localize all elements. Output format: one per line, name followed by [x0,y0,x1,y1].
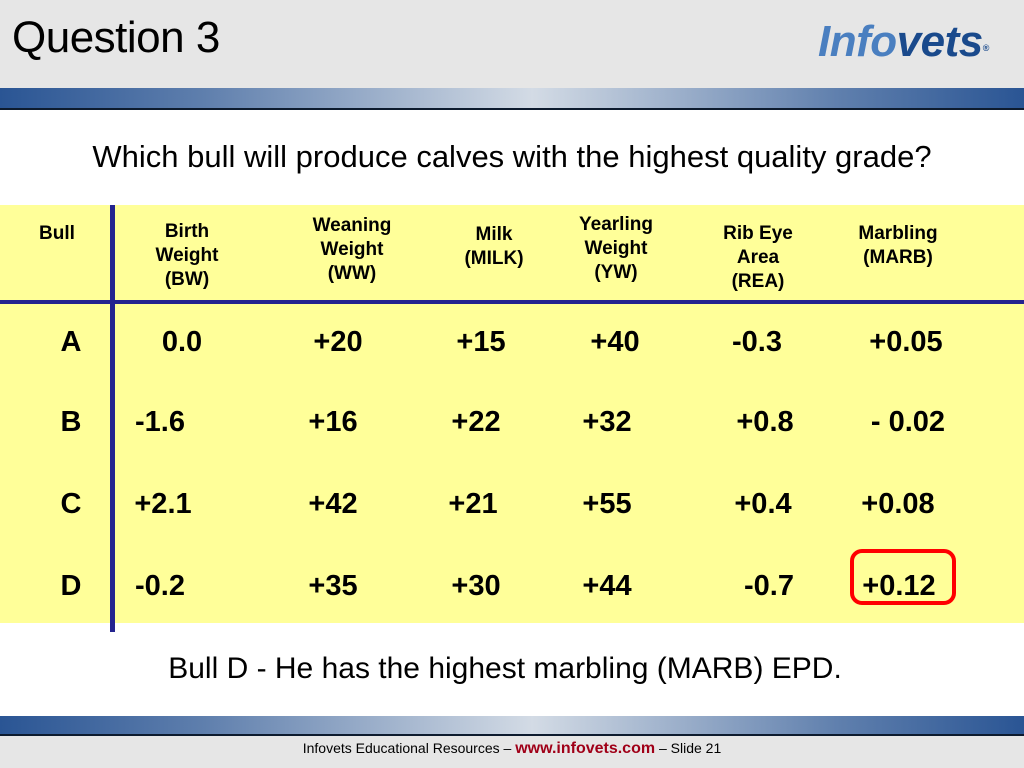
slide-header: Question 3 Infovets® [0,0,1024,88]
col-header-ww: Weaning Weight (WW) [312,215,392,284]
cell-d-rea: -0.7 [744,570,794,602]
col-header-milk: Milk (MILK) [464,224,524,269]
highlight-circle [850,549,956,605]
cell-d-marb: +0.12 [862,570,936,602]
answer-text: Bull D - He has the highest marbling (MA… [168,652,842,685]
cell-b-marb: - 0.02 [870,406,946,438]
slide-title: Question 3 [12,13,220,62]
slide-footer: Infovets Educational Resources – www.inf… [0,736,1024,768]
row-label-b: B [60,406,82,438]
row-label-c: C [60,488,82,520]
cell-c-ww: +42 [308,488,358,520]
cell-d-bw: -0.2 [135,570,185,602]
footer-band [0,716,1024,736]
cell-a-rea: -0.3 [732,326,782,358]
cell-d-ww: +35 [308,570,358,602]
cell-c-bw: +2.1 [134,488,192,520]
infovets-logo: Infovets® [818,17,989,66]
col-header-marb: Marbling (MARB) [858,223,938,268]
footer-url-link[interactable]: www.infovets.com [515,740,656,757]
col-header-bull: Bull [39,223,75,244]
cell-d-yw: +44 [582,570,632,602]
col-header-rea: Rib Eye Area (REA) [723,223,793,292]
footer-prefix: Infovets Educational Resources – [302,740,516,756]
cell-c-rea: +0.4 [734,488,792,520]
cell-b-milk: +22 [451,406,501,438]
row-label-d: D [60,570,82,602]
cell-b-rea: +0.8 [736,406,794,438]
cell-c-marb: +0.08 [861,488,935,520]
cell-a-marb: +0.05 [869,326,943,358]
cell-c-yw: +55 [582,488,632,520]
header-rule [0,300,1024,304]
col-header-bw: Birth Weight (BW) [155,221,219,290]
row-label-a: A [60,326,82,358]
cell-a-milk: +15 [456,326,506,358]
header-band [0,88,1024,110]
cell-a-ww: +20 [313,326,363,358]
cell-a-bw: 0.0 [161,326,203,358]
footer-slide-number: – Slide 21 [655,740,722,756]
col-header-yw: Yearling Weight (YW) [579,214,653,283]
cell-b-bw: -1.6 [135,406,185,438]
cell-b-ww: +16 [308,406,358,438]
cell-c-milk: +21 [448,488,498,520]
cell-b-yw: +32 [582,406,632,438]
cell-a-yw: +40 [590,326,640,358]
column-rule [110,205,115,632]
cell-d-milk: +30 [451,570,501,602]
question-text: Which bull will produce calves with the … [92,139,932,174]
